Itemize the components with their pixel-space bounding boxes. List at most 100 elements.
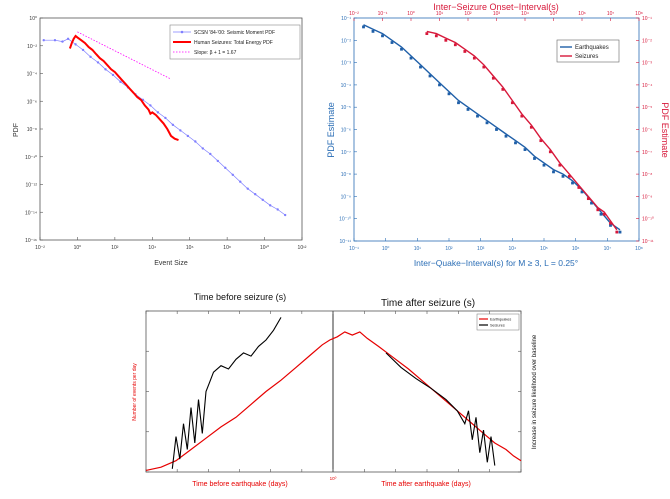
data-point	[529, 125, 533, 129]
data-point	[552, 170, 555, 174]
data-point	[276, 208, 279, 211]
fit-curve	[426, 30, 618, 231]
x-tick-label: 10⁴	[508, 246, 516, 252]
x-tick-label: 10²	[445, 246, 453, 252]
data-point	[400, 47, 403, 51]
y-tick-label: 10⁻¹⁶	[25, 238, 37, 244]
x-tick-label: 10⁻²	[35, 245, 45, 251]
x-tick-label: 10⁵	[540, 246, 548, 252]
data-point	[246, 187, 249, 190]
data-point	[472, 56, 476, 60]
panel-interval-pdf: Inter−Seizure Onset−Interval(s) Inter−Qu…	[326, 2, 670, 268]
fit-curve	[363, 24, 621, 231]
data-point	[558, 163, 562, 167]
x-tick-label: 10¹⁰	[260, 245, 269, 251]
series-line	[68, 34, 179, 142]
data-point	[409, 56, 413, 60]
legend-label-slope: Slope: β + 1 = 1.67	[194, 50, 237, 56]
seizure-likelihood-before-line	[171, 317, 282, 469]
legend-label-seismic: SCSN '84-'00: Seismic Moment PDF	[194, 30, 275, 36]
y-tick-label: 10⁻⁶	[27, 99, 37, 105]
data-point	[216, 159, 219, 163]
data-point	[371, 29, 375, 33]
data-point	[96, 61, 100, 64]
y-tick-label-right: 10⁻⁴	[642, 83, 652, 89]
data-point	[539, 139, 543, 143]
y-tick-label-right: 10⁻²	[642, 38, 652, 44]
seizure-likelihood-after-line	[385, 352, 496, 466]
y-tick-label-right: 10⁻⁶	[642, 128, 652, 134]
data-point	[444, 38, 448, 42]
data-point	[453, 43, 457, 47]
x-tick-label: 10³	[477, 246, 485, 252]
y-tick-label: 10⁻¹⁴	[25, 210, 37, 216]
panel-seismic-moment-pdf: 10⁰10⁻²10⁻⁴10⁻⁶10⁻⁸10⁻¹⁰10⁻¹²10⁻¹⁴10⁻¹⁶ …	[13, 16, 307, 267]
data-point	[186, 134, 190, 138]
title-after-seizure: Time after seizure (s)	[381, 298, 475, 309]
y-tick-label-left: 10⁻⁴	[341, 83, 351, 89]
data-point	[74, 43, 77, 46]
x-tick-label: 10⁸	[223, 245, 231, 251]
legend-label-seizures: Seizures	[490, 324, 505, 328]
y-tick-label: 10⁰	[29, 16, 37, 22]
data-point	[577, 186, 581, 189]
y-tick-label-left: 10⁻³	[341, 61, 351, 67]
y-tick-label-right: 10⁻⁵	[642, 105, 652, 111]
top-x-tick-label: 10⁻¹	[378, 11, 388, 17]
y-axis-label: PDF	[13, 123, 20, 137]
legend: Earthquakes Seizures	[556, 39, 620, 63]
data-point	[466, 108, 470, 111]
data-point	[111, 73, 115, 77]
data-point	[209, 152, 212, 156]
legend-label-seizures: Human Seizures: Total Energy PDF	[194, 40, 273, 46]
data-point	[224, 166, 227, 170]
data-point	[533, 157, 536, 160]
legend-label-earthquakes: Earthquakes	[575, 45, 609, 51]
data-point	[390, 41, 394, 44]
data-point	[231, 173, 234, 176]
data-point	[42, 39, 45, 42]
data-point	[501, 87, 505, 91]
data-point	[514, 141, 517, 145]
y-tick-label-right: 10⁻⁷	[642, 150, 652, 156]
panel-time-before-after: Time before seizure (s) Time after seizu…	[132, 292, 538, 488]
x-tick-label: 10¹²	[298, 245, 307, 251]
data-point	[542, 163, 546, 167]
data-point	[580, 190, 584, 194]
top-axis-title: Inter−Seizure Onset−Interval(s)	[433, 2, 559, 12]
x-tick-label: 10²	[111, 245, 119, 251]
y-tick-label-right: 10⁻¹⁰	[642, 217, 654, 223]
x-tick-label: 10⁻¹	[349, 246, 359, 252]
data-point	[283, 213, 287, 217]
top-x-tick-label: 10²	[464, 11, 472, 17]
x-tick-label: 10⁴	[148, 245, 156, 251]
data-point	[586, 197, 590, 201]
data-point	[261, 198, 264, 201]
y-tick-label-left: 10⁻⁹	[341, 194, 351, 200]
x-tick-label: 10⁶	[572, 246, 580, 252]
data-point	[548, 150, 552, 154]
y-label-seizure-likelihood: Increase in seizure likelihood over base…	[532, 334, 538, 449]
data-point	[618, 230, 622, 234]
y-tick-label-left: 10⁻¹⁰	[339, 217, 351, 223]
y-tick-label-left: 10⁻¹¹	[339, 239, 351, 245]
center-tick-label: 10⁰	[330, 476, 337, 481]
top-x-tick-label: 10⁻²	[349, 11, 359, 17]
x-label-after-earthquake: Time after earthquake (days)	[381, 481, 471, 488]
top-x-tick-label: 10³	[493, 11, 501, 17]
data-point	[596, 208, 600, 212]
y-tick-label: 10⁻⁸	[27, 127, 37, 133]
data-point	[520, 114, 524, 118]
data-point	[609, 223, 612, 227]
x-tick-label: 10⁷	[604, 246, 612, 252]
top-x-tick-label: 10⁷	[607, 11, 615, 17]
data-point	[53, 39, 57, 42]
data-point	[419, 65, 422, 69]
legend-label-seizures: Seizures	[575, 54, 598, 60]
x-axis-label: Event Size	[154, 260, 188, 267]
legend: SCSN '84-'00: Seismic Moment PDF Human S…	[169, 24, 301, 60]
data-point	[201, 147, 205, 150]
data-point	[66, 37, 70, 41]
x-tick-label: 10⁰	[74, 245, 82, 251]
